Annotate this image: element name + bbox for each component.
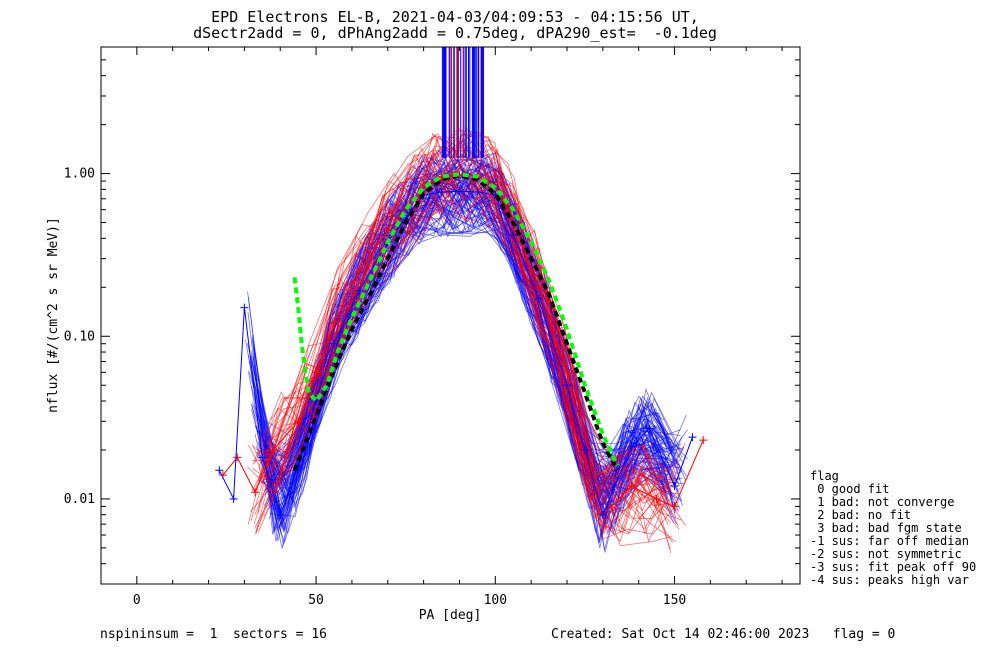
x-axis-label: PA [deg]: [419, 608, 482, 623]
red-point: [269, 445, 278, 454]
trace-line: [257, 169, 673, 515]
blue-point: [229, 494, 238, 503]
red-point: [534, 283, 543, 292]
blue-point: [215, 466, 224, 475]
trace-line: [250, 143, 668, 536]
axes-layer: 0 50 100 150 0.01 0.10 1.00: [64, 46, 800, 608]
x-tick-label: 150: [663, 593, 686, 608]
plot-frame: [100, 46, 801, 585]
blue-point: [330, 339, 338, 348]
x-tick-label: 100: [484, 593, 507, 608]
blue-point: [276, 510, 285, 519]
red-point: [670, 502, 679, 511]
footer-left: nspininsum = 1 sectors = 16: [100, 627, 327, 642]
trace-line: [262, 170, 683, 520]
x-tick-label: 50: [308, 593, 324, 608]
legend-item: 2 bad: no fit: [810, 508, 912, 522]
legend-item: -4 sus: peaks high var: [810, 573, 969, 587]
trace-line: [261, 164, 679, 521]
blue-point: [645, 424, 654, 433]
trace-line: [252, 194, 665, 475]
trace-line: [251, 149, 667, 509]
trace-line: [251, 175, 671, 492]
y-tick-label: 0.10: [64, 329, 95, 344]
blue-point: [240, 303, 249, 312]
blue-series-line: [218, 190, 693, 517]
red-point: [312, 368, 321, 377]
red-point: [563, 368, 571, 377]
legend-item: 1 bad: not converge: [810, 495, 955, 509]
red-point: [233, 453, 242, 462]
blue-point: [355, 286, 364, 295]
trace-line: [255, 133, 673, 543]
red-point: [355, 267, 364, 276]
green-fit-curve: [292, 172, 620, 467]
black-fit-curve: [292, 173, 619, 472]
legend-item: -1 sus: far off median: [810, 534, 969, 548]
x-tick-label: 0: [133, 593, 141, 608]
chart-title-line-1: EPD Electrons EL-B, 2021-04-03/04:09:53 …: [211, 8, 699, 26]
blue-point: [688, 433, 697, 442]
legend-item: 3 bad: bad fgm state: [810, 521, 962, 535]
blue-point: [598, 510, 607, 519]
legend-item: -3 sus: fit peak off 90: [810, 560, 977, 574]
y-tick-label: 0.01: [64, 492, 95, 507]
legend-item: 0 good fit: [810, 482, 890, 496]
red-point: [383, 226, 392, 235]
chart-title-line-2: dSectr2add = 0, dPhAng2add = 0.75deg, dP…: [193, 24, 717, 42]
legend-title: flag: [810, 469, 839, 483]
blue-point: [473, 188, 482, 197]
y-tick-label: 1.00: [64, 167, 95, 182]
legend-item: -2 sus: not symmetric: [810, 547, 962, 561]
blue-point: [670, 482, 679, 491]
plot-data-layer: [215, 47, 708, 554]
red-point: [627, 482, 636, 491]
red-point: [699, 436, 708, 445]
blue-point: [534, 294, 543, 303]
footer-right: Created: Sat Oct 14 02:46:00 2023 flag =…: [551, 627, 896, 642]
blue-point: [455, 187, 464, 196]
blue-point: [437, 188, 446, 197]
blue-point: [258, 453, 267, 462]
y-axis-label: nflux [#/(cm^2 s sr MeV)]: [46, 217, 61, 413]
red-point: [652, 494, 661, 503]
blue-point: [509, 230, 518, 239]
flag-legend: flag 0 good fit 1 bad: not converge 2 ba…: [810, 470, 976, 587]
blue-point: [627, 442, 636, 451]
red-point: [294, 417, 303, 426]
trace-line: [266, 197, 680, 535]
blue-point: [580, 445, 589, 454]
red-point: [251, 488, 260, 497]
trace-line: [268, 157, 686, 529]
red-point: [330, 319, 338, 328]
blue-point: [563, 381, 571, 390]
